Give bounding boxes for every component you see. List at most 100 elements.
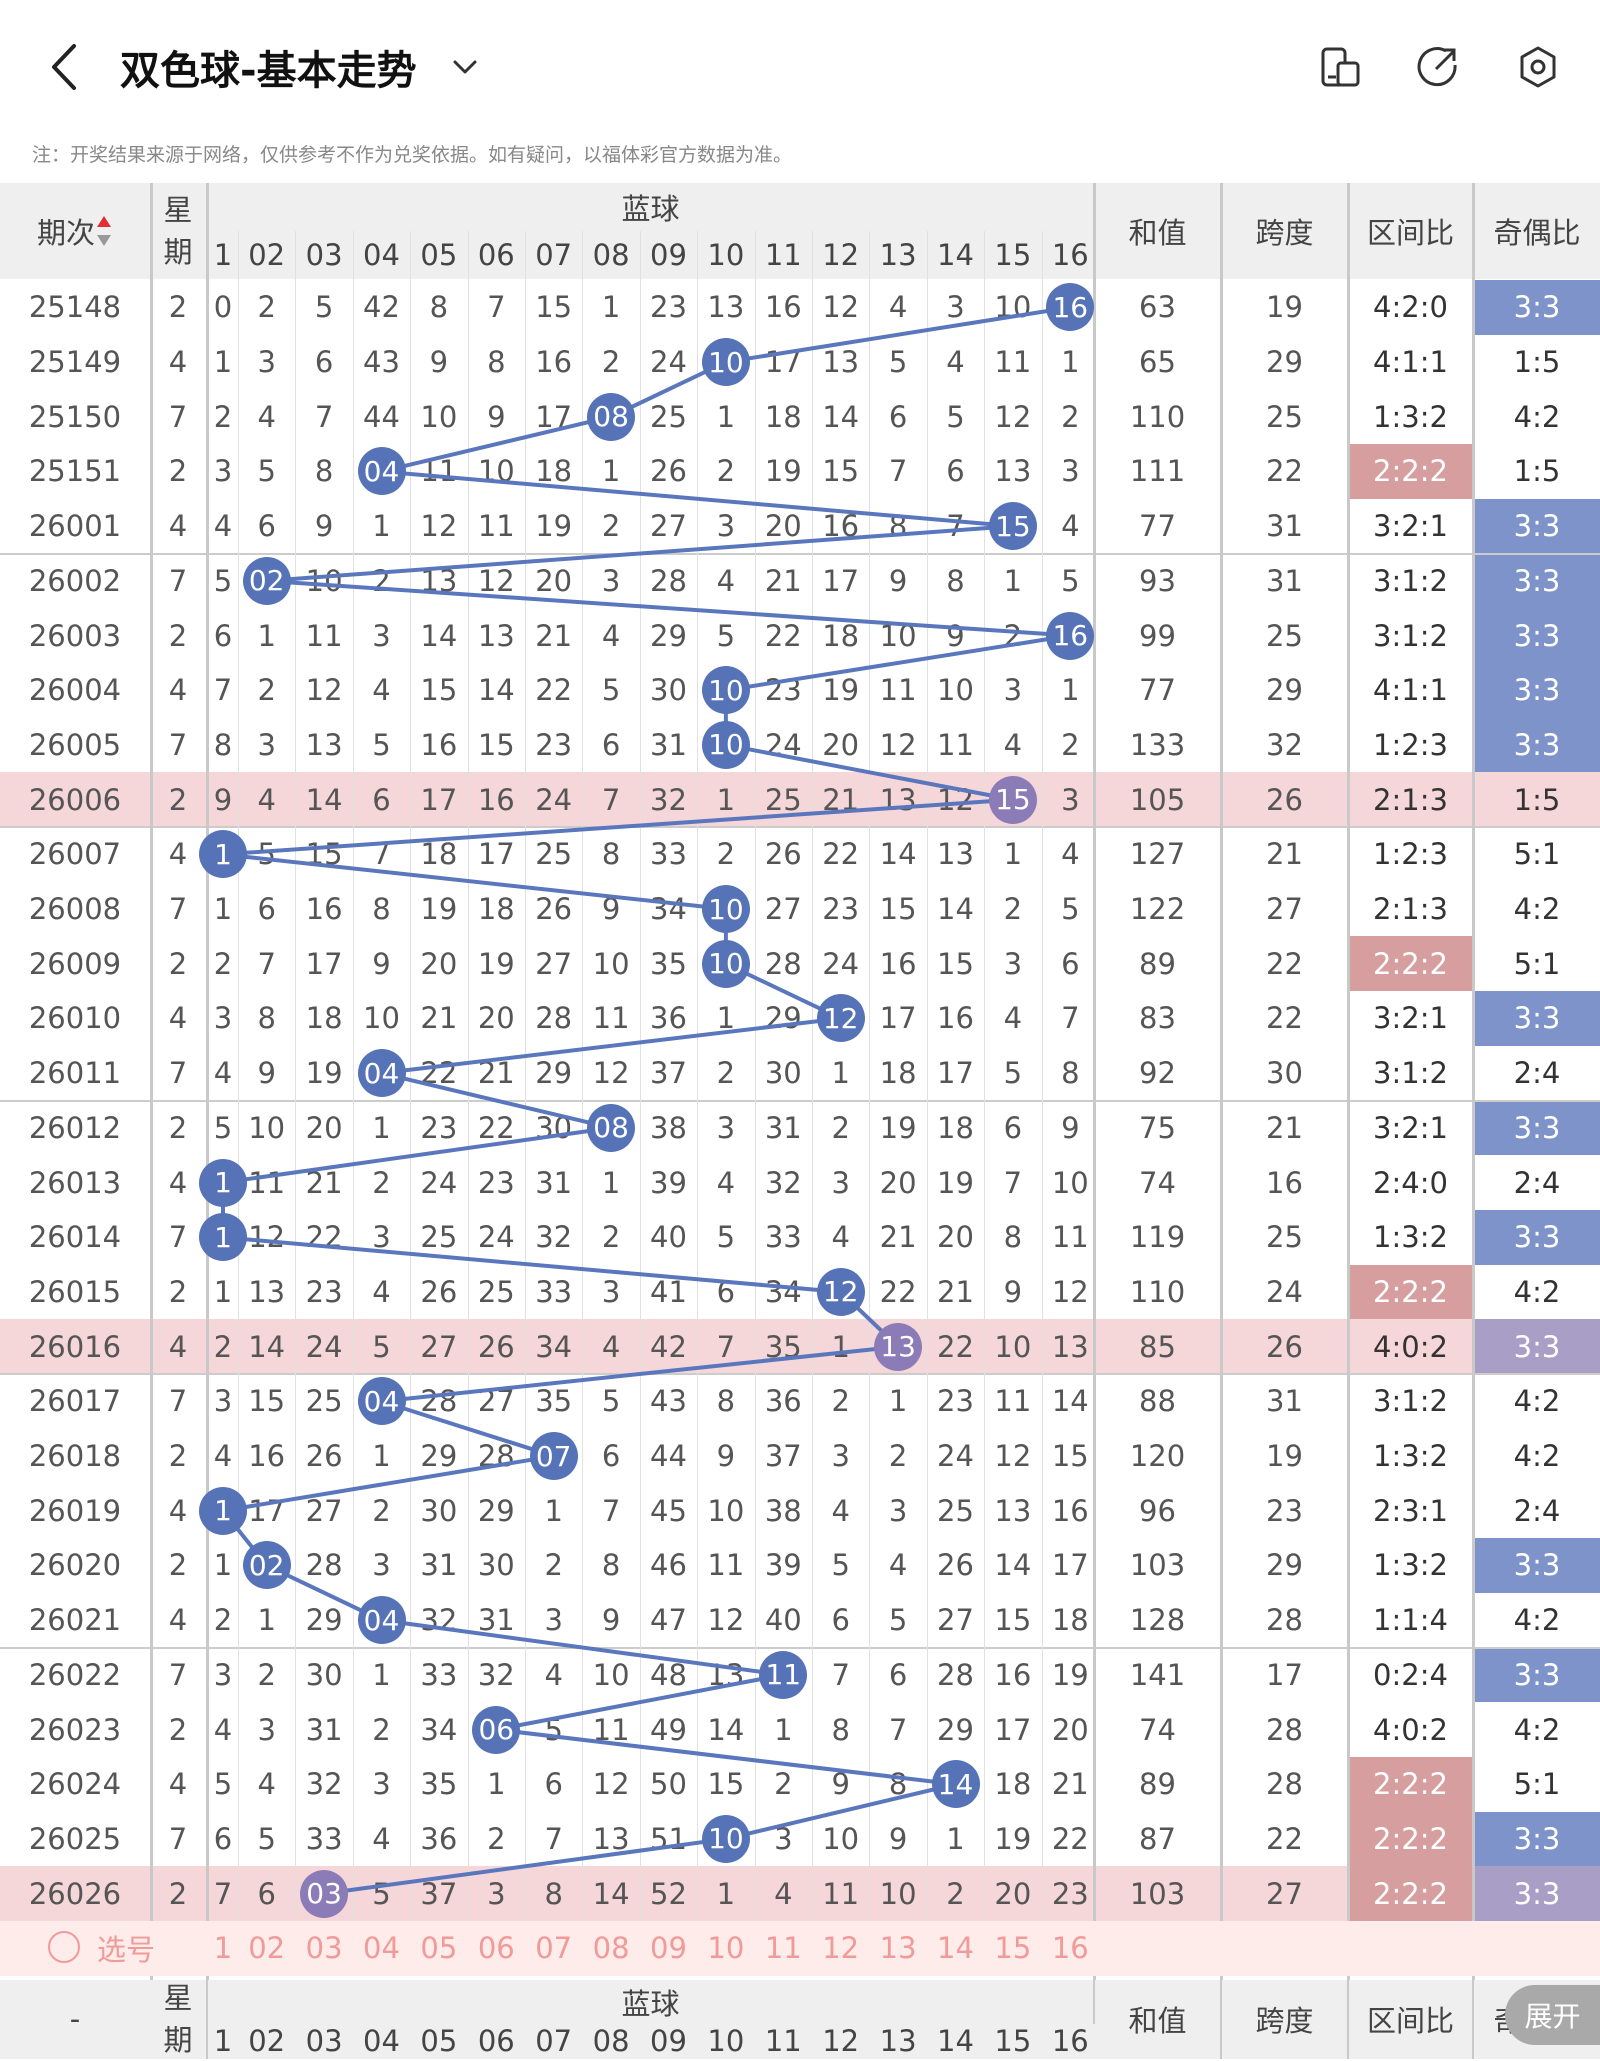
zone-ratio-cell: 3:1:2 — [1373, 618, 1448, 653]
pick-number[interactable]: 13 — [879, 1931, 917, 1966]
miss-value-cell: 20 — [477, 1001, 515, 1036]
pick-number[interactable]: 16 — [1051, 1931, 1089, 1966]
miss-value-cell: 29 — [535, 1056, 573, 1091]
miss-value-cell: 31 — [305, 1712, 343, 1747]
pick-number[interactable]: 12 — [822, 1931, 860, 1966]
issue-header[interactable]: 期次 — [0, 183, 150, 279]
miss-value-cell: 26 — [937, 1548, 974, 1583]
pick-number[interactable]: 04 — [363, 1931, 400, 1966]
odd-even-cell: 4:2 — [1513, 1603, 1561, 1638]
miss-value-cell: 39 — [764, 1548, 802, 1583]
miss-value-cell: 18 — [994, 1767, 1032, 1802]
expand-button[interactable]: 展开 — [1505, 1985, 1600, 2045]
blue-number-header: 02 — [238, 231, 296, 279]
pick-number[interactable]: 10 — [707, 1931, 745, 1966]
miss-value-cell: 16 — [1051, 1493, 1089, 1528]
miss-value-cell: 36 — [420, 1821, 458, 1856]
miss-value-cell: 28 — [937, 1657, 974, 1692]
disclaimer-text: 注：开奖结果来源于网络，仅供参考不作为兑奖依据。如有疑问，以福体彩官方数据为准。 — [32, 144, 793, 166]
sum-cell: 141 — [1129, 1657, 1186, 1692]
chevron-down-icon[interactable] — [450, 52, 480, 82]
pick-number[interactable]: 07 — [535, 1931, 573, 1966]
miss-value-cell: 36 — [764, 1384, 802, 1419]
miss-value-cell: 14 — [994, 1548, 1032, 1583]
span-cell: 22 — [1266, 1821, 1303, 1856]
odd-even-cell: 2:4 — [1513, 1056, 1561, 1091]
miss-value-cell: 4 — [1061, 509, 1080, 544]
pick-number[interactable]: 11 — [764, 1931, 802, 1966]
zone-ratio-header: 区间比 — [1349, 183, 1472, 279]
blue-ball: 08 — [587, 1103, 636, 1152]
miss-value-cell: 22 — [822, 837, 860, 872]
miss-value-cell: 10 — [822, 1821, 860, 1856]
pick-number[interactable]: 02 — [248, 1931, 286, 1966]
miss-value-cell: 10 — [477, 454, 515, 489]
share-arrow-icon[interactable] — [1416, 45, 1460, 89]
miss-value-cell: 2 — [372, 1712, 391, 1747]
miss-value-cell: 8 — [888, 509, 908, 544]
sum-cell: 63 — [1139, 290, 1176, 325]
split-screen-icon[interactable] — [1318, 45, 1362, 89]
miss-value-cell: 9 — [213, 782, 233, 817]
miss-value-cell: 34 — [764, 1274, 802, 1309]
pick-number[interactable]: 05 — [420, 1931, 458, 1966]
miss-value-cell: 8 — [544, 1876, 563, 1911]
pick-number[interactable]: 14 — [937, 1931, 974, 1966]
miss-value-cell: 8 — [888, 1767, 908, 1802]
miss-value-cell: 49 — [650, 1712, 687, 1747]
sum-cell: 103 — [1129, 1876, 1186, 1911]
pick-number[interactable]: 1 — [213, 1931, 233, 1966]
pick-number[interactable]: 09 — [650, 1931, 687, 1966]
issue-cell: 26007 — [28, 837, 122, 872]
group-divider — [0, 826, 1600, 828]
miss-value-cell: 28 — [477, 1439, 515, 1474]
issue-cell: 26023 — [28, 1712, 122, 1747]
week-cell: 2 — [168, 1876, 188, 1911]
miss-value-cell: 23 — [650, 290, 687, 325]
pick-number[interactable]: 08 — [592, 1931, 630, 1966]
select-label[interactable]: 选号 — [96, 1933, 155, 1968]
issue-cell: 26005 — [28, 727, 122, 762]
odd-even-cell: 2:4 — [1513, 1493, 1561, 1528]
miss-value-cell: 9 — [601, 892, 621, 927]
miss-value-cell: 20 — [822, 727, 860, 762]
miss-value-cell: 9 — [946, 618, 965, 653]
select-circle-icon[interactable] — [48, 1931, 80, 1963]
span-cell: 25 — [1266, 618, 1303, 653]
blue-ball: 12 — [816, 1267, 865, 1316]
miss-value-cell: 7 — [601, 782, 621, 817]
column-divider — [1472, 183, 1475, 2059]
miss-value-cell: 2 — [213, 399, 233, 434]
miss-value-cell: 42 — [650, 1329, 687, 1364]
miss-value-cell: 15 — [420, 673, 458, 708]
blue-column-divider — [295, 231, 297, 1921]
pick-number[interactable]: 15 — [994, 1931, 1032, 1966]
issue-cell: 26026 — [28, 1876, 122, 1911]
gear-icon[interactable] — [1516, 45, 1560, 89]
miss-value-cell: 18 — [879, 1056, 917, 1091]
chevron-left-icon[interactable] — [44, 42, 84, 92]
sum-cell: 105 — [1129, 782, 1186, 817]
blue-number-header: 04 — [352, 231, 411, 279]
miss-value-cell: 6 — [544, 1767, 563, 1802]
miss-value-cell: 29 — [477, 1493, 515, 1528]
blue-column-divider — [410, 231, 412, 1921]
sum-cell: 110 — [1129, 399, 1186, 434]
miss-value-cell: 13 — [822, 345, 860, 380]
pick-number[interactable]: 06 — [477, 1931, 515, 1966]
miss-value-cell: 8 — [372, 892, 391, 927]
pick-number[interactable]: 03 — [305, 1931, 343, 1966]
sum-cell: 120 — [1129, 1439, 1186, 1474]
miss-value-cell: 16 — [420, 727, 458, 762]
issue-cell: 26013 — [28, 1165, 122, 1200]
miss-value-cell: 25 — [937, 1493, 974, 1528]
blue-ball: 06 — [472, 1705, 521, 1754]
miss-value-cell: 24 — [477, 1220, 515, 1255]
blue-column-divider — [582, 231, 584, 1921]
issue-cell: 26006 — [28, 782, 122, 817]
sum-cell: 103 — [1129, 1548, 1186, 1583]
week-cell: 4 — [168, 673, 188, 708]
miss-value-cell: 1 — [372, 1657, 391, 1692]
zone-ratio-cell: 2:2:2 — [1349, 1756, 1472, 1812]
miss-value-cell: 4 — [888, 1548, 908, 1583]
